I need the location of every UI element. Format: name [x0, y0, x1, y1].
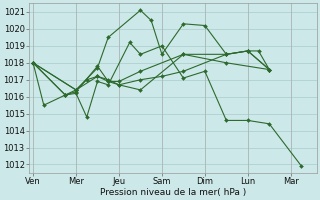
X-axis label: Pression niveau de la mer( hPa ): Pression niveau de la mer( hPa ): [100, 188, 246, 197]
